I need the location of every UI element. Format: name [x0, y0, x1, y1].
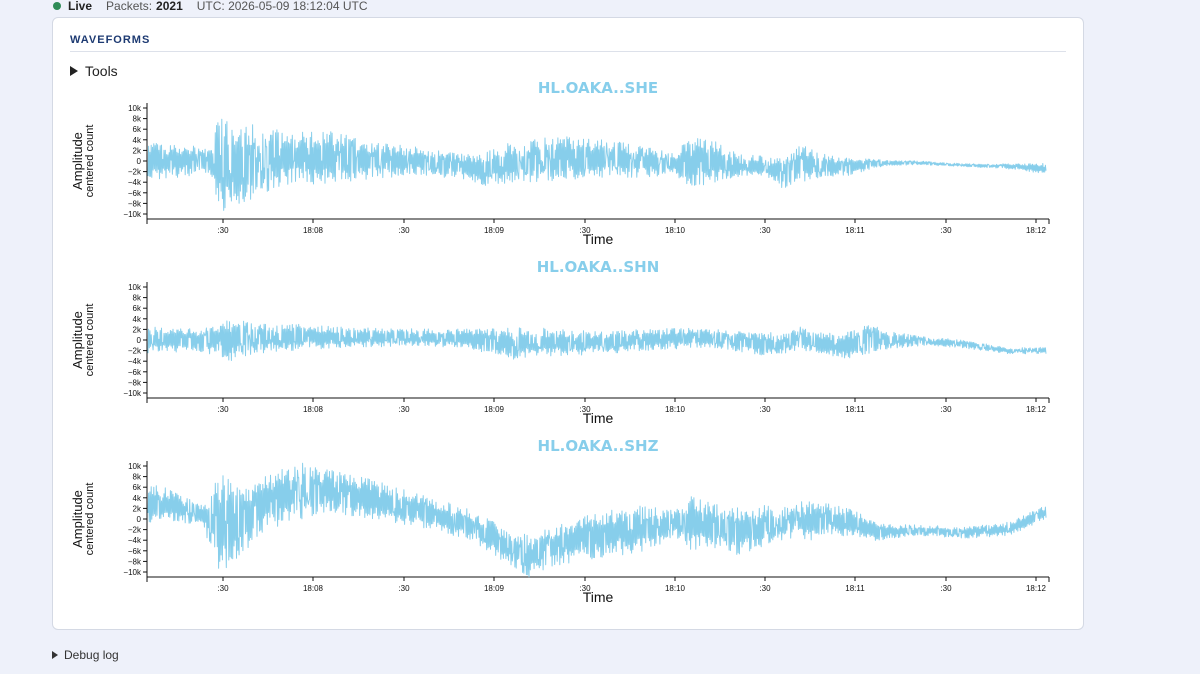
y-tick-label: 4k — [133, 494, 142, 503]
panel-title: WAVEFORMS — [70, 34, 151, 46]
y-tick-label: −8k — [128, 378, 142, 387]
y-axis-sublabel: centered count — [84, 304, 96, 377]
x-tick-label: :30 — [579, 405, 591, 414]
y-tick-label: 0 — [137, 515, 142, 524]
waveform-trace — [147, 320, 1047, 361]
debug-log-toggle[interactable]: Debug log — [52, 648, 119, 662]
y-tick-label: 8k — [133, 473, 142, 482]
y-tick-label: −4k — [128, 178, 142, 187]
tools-toggle[interactable]: Tools — [70, 63, 118, 79]
y-tick-label: −10k — [123, 568, 142, 577]
y-tick-label: 6k — [133, 125, 142, 134]
x-tick-label: 18:09 — [484, 226, 505, 235]
x-tick-label: :30 — [579, 584, 591, 593]
y-tick-label: 0 — [137, 157, 142, 166]
x-tick-label: 18:11 — [845, 405, 865, 414]
y-tick-label: −6k — [128, 368, 142, 377]
y-tick-label: −4k — [128, 536, 142, 545]
y-tick-label: −6k — [128, 547, 142, 556]
x-tick-label: 18:11 — [845, 226, 865, 235]
y-tick-label: 4k — [133, 136, 142, 145]
tools-label: Tools — [85, 63, 118, 79]
x-tick-label: :30 — [759, 584, 771, 593]
live-status-dot — [53, 2, 61, 10]
y-tick-label: 2k — [133, 504, 142, 513]
y-tick-label: 2k — [133, 325, 142, 334]
disclosure-triangle-icon — [70, 66, 78, 76]
x-tick-label: :30 — [217, 226, 229, 235]
x-tick-label: :30 — [398, 405, 410, 414]
x-tick-label: 18:11 — [845, 584, 865, 593]
y-tick-label: 6k — [133, 483, 142, 492]
y-tick-label: 8k — [133, 294, 142, 303]
y-tick-label: −2k — [128, 168, 142, 177]
y-tick-label: 10k — [128, 462, 142, 471]
x-tick-label: 18:10 — [665, 226, 686, 235]
x-tick-label: 18:09 — [484, 405, 505, 414]
y-axis-label: Amplitude — [70, 132, 85, 190]
x-tick-label: 18:08 — [303, 226, 324, 235]
utc-clock: UTC: 2026-05-09 18:12:04 UTC — [196, 0, 368, 13]
y-tick-label: −10k — [123, 389, 142, 398]
y-axis-label: Amplitude — [70, 311, 85, 369]
x-tick-label: :30 — [940, 226, 952, 235]
y-tick-label: 10k — [128, 104, 142, 113]
x-tick-label: :30 — [398, 584, 410, 593]
waveform-trace — [147, 118, 1047, 211]
packets-label: Packets: — [106, 0, 153, 13]
x-axis-label: Time — [583, 410, 614, 426]
x-tick-label: 18:08 — [303, 584, 324, 593]
x-tick-label: 18:10 — [665, 405, 686, 414]
y-tick-label: 0 — [137, 336, 142, 345]
live-label: Live — [68, 0, 93, 13]
y-axis-sublabel: centered count — [84, 483, 96, 556]
y-tick-label: −10k — [123, 210, 142, 219]
x-axis-label: Time — [583, 231, 614, 247]
packets-count: 2021 — [156, 0, 183, 13]
status-bar: Live Packets: 2021 UTC: 2026-05-09 18:12… — [53, 0, 368, 14]
y-tick-label: −6k — [128, 189, 142, 198]
y-tick-label: 2k — [133, 146, 142, 155]
plot-title: HL.OAKA..SHZ — [538, 437, 659, 455]
x-tick-label: :30 — [217, 405, 229, 414]
y-tick-label: −8k — [128, 199, 142, 208]
y-tick-label: 8k — [133, 115, 142, 124]
y-axis-label: Amplitude — [70, 490, 85, 548]
y-tick-label: −2k — [128, 526, 142, 535]
y-tick-label: 10k — [128, 283, 142, 292]
x-tick-label: 18:10 — [665, 584, 686, 593]
y-tick-label: 6k — [133, 304, 142, 313]
x-tick-label: :30 — [940, 584, 952, 593]
y-tick-label: 4k — [133, 315, 142, 324]
y-tick-label: −8k — [128, 557, 142, 566]
x-axis-label: Time — [583, 589, 614, 605]
x-tick-label: :30 — [759, 226, 771, 235]
panel-divider — [70, 51, 1066, 52]
plot-title: HL.OAKA..SHE — [538, 79, 658, 97]
x-tick-label: 18:12 — [1026, 405, 1047, 414]
debug-log-label: Debug log — [64, 648, 119, 662]
x-tick-label: 18:12 — [1026, 226, 1047, 235]
x-tick-label: :30 — [940, 405, 952, 414]
x-tick-label: :30 — [579, 226, 591, 235]
x-tick-label: :30 — [759, 405, 771, 414]
x-tick-label: :30 — [398, 226, 410, 235]
y-tick-label: −4k — [128, 357, 142, 366]
y-axis-sublabel: centered count — [84, 125, 96, 198]
x-tick-label: 18:08 — [303, 405, 324, 414]
y-tick-label: −2k — [128, 347, 142, 356]
x-tick-label: 18:09 — [484, 584, 505, 593]
disclosure-triangle-icon — [52, 651, 58, 659]
x-tick-label: 18:12 — [1026, 584, 1047, 593]
plot-title: HL.OAKA..SHN — [537, 258, 660, 276]
waveform-trace — [147, 462, 1047, 578]
x-tick-label: :30 — [217, 584, 229, 593]
